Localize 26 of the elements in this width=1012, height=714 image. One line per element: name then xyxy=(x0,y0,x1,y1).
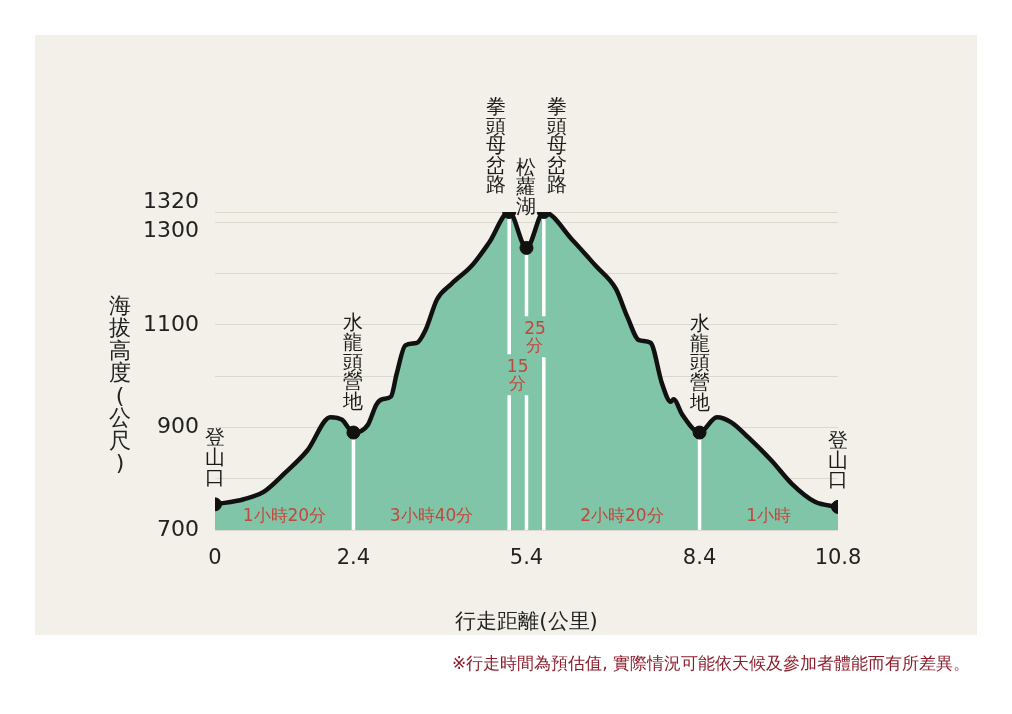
y-tick-label: 1100 xyxy=(143,310,199,336)
x-axis-title: 行走距離(公里) xyxy=(455,608,598,633)
annotation: 拳頭母岔路 xyxy=(485,94,506,197)
y-tick-label: 700 xyxy=(157,515,199,541)
annotation: 拳頭母岔路 xyxy=(547,94,568,197)
annotation: 水龍頭營地 xyxy=(689,311,710,414)
annotation: 2小時20分 xyxy=(580,505,664,525)
x-tick-label: 0 xyxy=(208,545,222,570)
annotation: 15分 xyxy=(506,356,529,393)
x-tick-label: 10.8 xyxy=(814,545,862,570)
x-tick-label: 2.4 xyxy=(336,545,371,570)
annotation: 登山口 xyxy=(828,427,848,492)
y-axis-title: 海拔高度(公尺) xyxy=(109,293,131,476)
y-tick-label: 900 xyxy=(157,413,199,439)
y-tick-label: 1300 xyxy=(143,217,199,243)
annotation: 1小時 xyxy=(746,505,792,525)
annotation: 登山口 xyxy=(205,425,225,489)
annotation: 3小時40分 xyxy=(389,505,474,525)
annotation: 水龍頭營地 xyxy=(343,310,364,413)
x-tick-label: 5.4 xyxy=(509,545,544,570)
annotation: 松蘿湖 xyxy=(516,154,537,218)
annotation: 25分 xyxy=(524,318,546,355)
x-tick-label: 8.4 xyxy=(682,545,717,570)
y-tick-label: 1320 xyxy=(143,188,199,214)
text: ※行走時間為預估值, 實際情況可能依天候及參加者體能而有所差異。 xyxy=(451,652,970,675)
annotation: 1小時20分 xyxy=(242,505,327,525)
